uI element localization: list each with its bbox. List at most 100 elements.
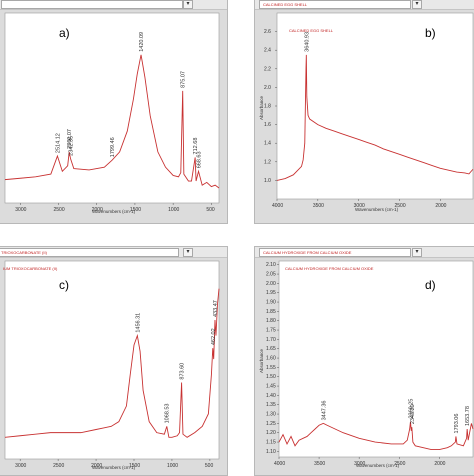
y-axis-label: Absorbance: [259, 95, 264, 120]
y-tick-label: 1.4: [264, 141, 271, 147]
peak-label: 3640.93: [304, 32, 310, 52]
x-tick-label: 3000: [15, 207, 26, 213]
plot-area: [278, 260, 474, 458]
chart-svg-b: 3640.93 4000 3500 3000 2500 2000 Wavenumbers (…: [259, 12, 474, 212]
panel-toolbar: CALCINED EGG SHELL ▾: [255, 0, 474, 10]
x-tick-label: 3000: [15, 463, 26, 469]
plot-area: [4, 260, 220, 460]
peak-label: 1068.53: [165, 403, 171, 423]
dropdown-arrow-icon[interactable]: ▾: [412, 248, 422, 257]
legend-entry: CALCINED EGG SHELL: [289, 28, 334, 33]
peak-label: 873.60: [180, 363, 186, 380]
y-tick-label: 1.8: [264, 104, 271, 110]
x-tick-label: 3000: [354, 203, 365, 209]
spectrum-select[interactable]: CALCINED EGG SHELL: [259, 0, 411, 9]
chart-svg-c: 1456.31 1068.53 873.60 462.02 433.47 3000 2500…: [3, 260, 220, 470]
x-tick-label: 2000: [92, 207, 103, 213]
y-tick-label: 1.20: [266, 430, 276, 436]
peak-label: 875.07: [181, 71, 187, 88]
y-tick-label: 2.00: [266, 281, 276, 287]
spectrum-select-value: CALCINED EGG SHELL: [263, 2, 308, 7]
y-tick-label: 1.25: [266, 421, 276, 427]
spectrum-select-value: CALCIUM HYDROXIDE FROM CALCIUM OXIDE: [263, 250, 352, 255]
y-tick-label: 1.60: [266, 356, 276, 362]
x-tick-label: 500: [206, 207, 215, 213]
peak-label: 1653.78: [465, 406, 471, 426]
y-tick-label: 1.45: [266, 384, 276, 390]
panel-toolbar: ▾: [0, 0, 227, 10]
x-tick-label: 2000: [434, 461, 445, 467]
spectrum-trace: [276, 54, 474, 181]
y-tick-label: 1.2: [264, 159, 271, 165]
y-tick-label: 2.6: [264, 29, 271, 35]
peak-label: 2514.12: [55, 133, 61, 153]
y-tick-label: 1.40: [266, 393, 276, 399]
y-tick-label: 1.35: [266, 402, 276, 408]
x-tick-label: 2500: [394, 461, 405, 467]
y-tick-label: 2.0: [264, 85, 271, 91]
x-tick-label: 2000: [91, 463, 102, 469]
y-tick-label: 1.15: [266, 440, 276, 446]
spectrum-select[interactable]: TRIOXOCARBONATE (II): [0, 248, 179, 257]
x-axis-label: Wavenumbers (cm-1): [355, 207, 399, 212]
peak-label: 2360.25: [408, 399, 414, 419]
y-tick-label: 1.10: [266, 449, 276, 455]
dropdown-arrow-icon[interactable]: ▾: [412, 0, 422, 9]
panel-label: a): [59, 26, 70, 40]
peak-label: 712.68: [193, 138, 199, 155]
y-tick-label: 1.90: [266, 300, 276, 306]
peak-label: 2342.35: [69, 136, 75, 156]
peak-label: 1793.06: [454, 414, 460, 434]
dropdown-arrow-icon[interactable]: ▾: [183, 248, 193, 257]
x-tick-label: 3500: [313, 203, 324, 209]
x-tick-label: 2500: [395, 203, 406, 209]
legend-entry: CALCIUM HYDROXIDE FROM CALCIUM OXIDE: [285, 266, 374, 271]
y-tick-label: 1.85: [266, 309, 276, 315]
y-tick-label: 1.65: [266, 346, 276, 352]
peak-label: 3447.36: [321, 401, 327, 421]
y-tick-label: 1.80: [266, 318, 276, 324]
y-tick-label: 1.70: [266, 337, 276, 343]
peak-label: 462.02: [211, 328, 217, 345]
y-axis-label: Absorbance: [259, 348, 264, 373]
chart-panel-b: CALCINED EGG SHELL ▾ 3640.93 4000 3500 3000…: [254, 0, 474, 224]
x-tick-label: 1500: [130, 207, 141, 213]
x-tick-label: 2500: [53, 463, 64, 469]
x-tick-label: 4000: [274, 461, 285, 467]
panel-label: b): [425, 26, 436, 40]
peak-label: 1420.09: [139, 32, 145, 52]
x-tick-label: 3000: [354, 461, 365, 467]
spectrum-trace: [4, 54, 220, 189]
spectrum-select[interactable]: CALCIUM HYDROXIDE FROM CALCIUM OXIDE: [259, 248, 411, 257]
spectrum-select[interactable]: [1, 0, 183, 9]
peak-label: 2343.20: [410, 404, 416, 424]
x-axis-label: Wavenumbers (cm-1): [356, 463, 400, 468]
y-tick-label: 1.30: [266, 412, 276, 418]
dropdown-arrow-icon[interactable]: ▾: [183, 0, 193, 9]
x-tick-label: 1500: [129, 463, 140, 469]
x-tick-label: 500: [205, 463, 214, 469]
peak-label: 433.47: [213, 300, 219, 317]
peak-label: 2360.07: [67, 129, 73, 149]
y-tick-label: 2.2: [264, 66, 271, 72]
x-tick-label: 3500: [314, 461, 325, 467]
y-tick-label: 1.50: [266, 374, 276, 380]
x-tick-label: 4000: [272, 203, 283, 209]
peak-label: 1456.31: [135, 313, 141, 333]
y-tick-label: 2.10: [266, 262, 276, 268]
x-tick-label: 2000: [435, 203, 446, 209]
y-tick-label: 1.55: [266, 365, 276, 371]
x-tick-label: 2500: [54, 207, 65, 213]
chart-panel-c: TRIOXOCARBONATE (II) ▾ 1456.31 1068.53 873…: [0, 246, 228, 476]
y-tick-label: 1.75: [266, 328, 276, 334]
x-tick-label: 1000: [167, 463, 178, 469]
spectrum-trace: [278, 421, 474, 450]
panel-toolbar: CALCIUM HYDROXIDE FROM CALCIUM OXIDE ▾: [255, 247, 474, 258]
panel-toolbar: TRIOXOCARBONATE (II) ▾: [0, 247, 227, 258]
x-tick-label: 1000: [168, 207, 179, 213]
peak-label: 1799.46: [110, 137, 116, 157]
legend-entry: IUM TRIOXOCARBONATE (II): [3, 266, 58, 271]
panel-label: c): [59, 278, 69, 292]
